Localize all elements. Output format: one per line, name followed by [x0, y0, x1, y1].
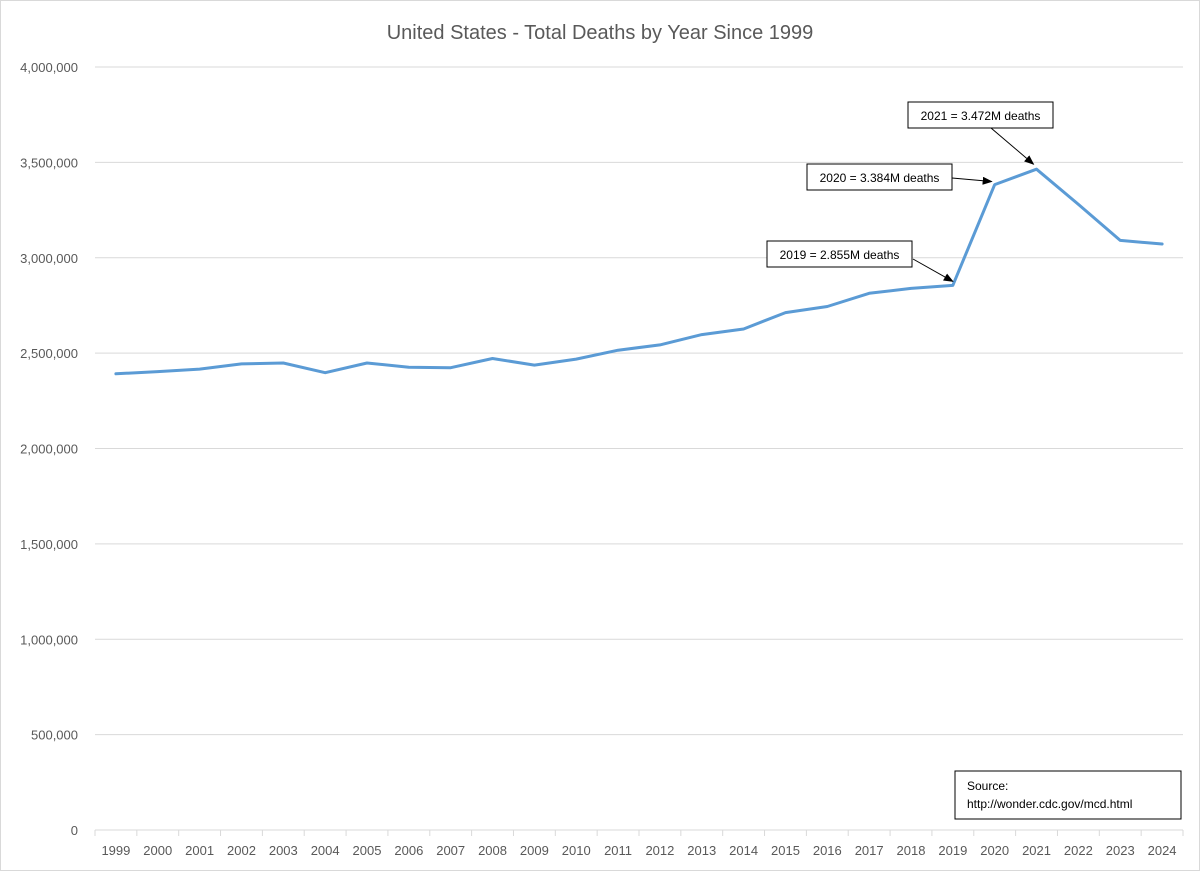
- annotation-arrow: [912, 258, 954, 282]
- y-tick-label: 3,000,000: [20, 251, 78, 266]
- x-tick-label: 2012: [645, 843, 674, 858]
- x-tick-label: 2014: [729, 843, 758, 858]
- x-tick-label: 2024: [1148, 843, 1177, 858]
- y-tick-label: 2,000,000: [20, 442, 78, 457]
- x-tick-label: 2005: [353, 843, 382, 858]
- annotation-label: 2021 = 3.472M deaths: [921, 109, 1041, 123]
- annotations: 2019 = 2.855M deaths 2020 = 3.384M deaths…: [766, 101, 1054, 282]
- y-axis-ticks: 0 500,000 1,000,000 1,500,000 2,000,000 2,500…: [20, 60, 78, 838]
- annotation-box: [766, 240, 913, 268]
- x-tick-label: 2022: [1064, 843, 1093, 858]
- x-tick-label: 2015: [771, 843, 800, 858]
- x-tick-label: 1999: [101, 843, 130, 858]
- x-tick-label: 2004: [311, 843, 340, 858]
- x-tick-label: 2011: [604, 843, 632, 858]
- annotation-label: 2020 = 3.384M deaths: [820, 171, 940, 185]
- x-axis-ticks: 1999 2000 2001 2002 2003 2004 2005 2006 2007 2008…: [94, 830, 1184, 858]
- x-tick-label: 2021: [1022, 843, 1051, 858]
- x-tick-label: 2018: [897, 843, 926, 858]
- y-tick-label: 0: [71, 823, 78, 838]
- y-tick-label: 500,000: [31, 728, 78, 743]
- chart-title: United States - Total Deaths by Year Sin…: [387, 22, 814, 44]
- x-tick-label: 2023: [1106, 843, 1135, 858]
- annotation-arrow: [990, 127, 1035, 165]
- y-tick-label: 3,500,000: [20, 155, 78, 170]
- x-tick-label: 2019: [938, 843, 967, 858]
- source-box-frame: [954, 770, 1182, 820]
- y-tick-label: 1,500,000: [20, 537, 78, 552]
- x-tick-label: 2009: [520, 843, 549, 858]
- annotation-arrow: [951, 176, 993, 185]
- source-label: Source:: [967, 779, 1008, 793]
- y-tick-label: 2,500,000: [20, 346, 78, 361]
- x-tick-label: 2003: [269, 843, 298, 858]
- gridlines: [95, 66, 1183, 831]
- series-layer: [114, 167, 1164, 376]
- x-tick-label: 2001: [185, 843, 214, 858]
- x-tick-label: 2000: [143, 843, 172, 858]
- annotation-box: [907, 101, 1054, 129]
- source-url: http://wonder.cdc.gov/mcd.html: [967, 797, 1132, 811]
- x-tick-label: 2007: [436, 843, 465, 858]
- x-tick-label: 2010: [562, 843, 591, 858]
- x-tick-label: 2013: [687, 843, 716, 858]
- x-tick-label: 2008: [478, 843, 507, 858]
- x-tick-label: 2020: [980, 843, 1009, 858]
- y-tick-label: 4,000,000: [20, 60, 78, 75]
- source-box: Source: http://wonder.cdc.gov/mcd.html: [954, 770, 1182, 820]
- annotation-box: [806, 163, 953, 191]
- annotation-label: 2019 = 2.855M deaths: [780, 248, 900, 262]
- x-tick-label: 2002: [227, 843, 256, 858]
- x-tick-label: 2006: [394, 843, 423, 858]
- y-tick-label: 1,000,000: [20, 632, 78, 647]
- series-line-0: [114, 167, 1164, 376]
- x-tick-label: 2017: [855, 843, 884, 858]
- x-tick-label: 2016: [813, 843, 842, 858]
